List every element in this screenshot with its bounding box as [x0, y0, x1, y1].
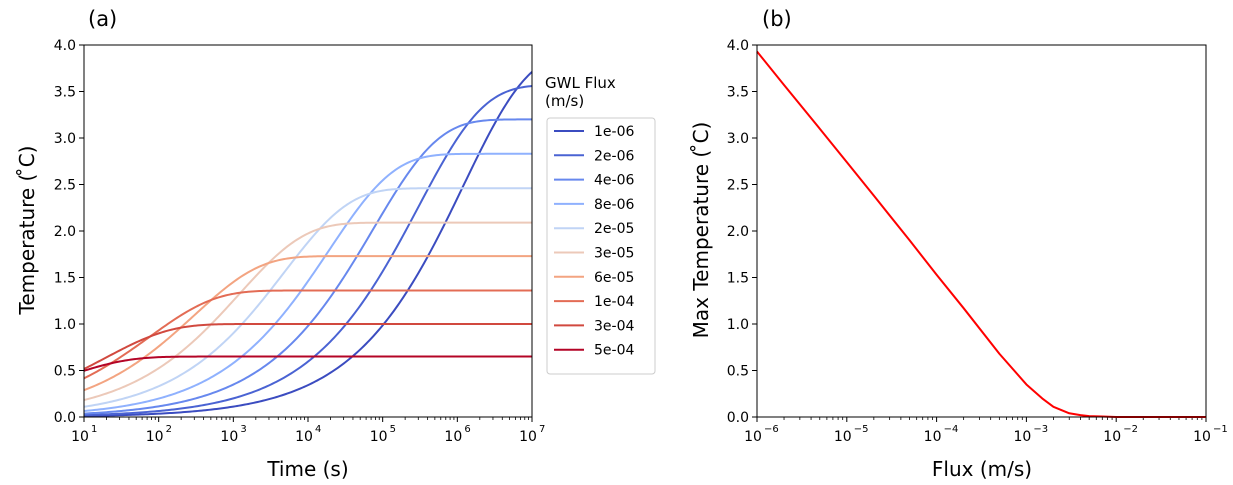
- panel-a-y-axis-label: Temperature ( ̊C): [15, 146, 39, 316]
- panel-a-x-tick-label: 10: [295, 429, 313, 445]
- panel-b-y-tick-label: 2.5: [727, 178, 749, 194]
- series-line-3e-04: [83, 323, 532, 370]
- panel-a-x-tick-exponent: 2: [166, 424, 172, 435]
- panel-a-x-tick-label: 10: [370, 429, 388, 445]
- panel-a-ticks: 0.00.51.01.52.02.53.03.54.010 1 10 2 10 3 10 4 1…: [54, 38, 546, 445]
- panel-b-y-tick-label: 0.5: [727, 364, 749, 380]
- panel-a-y-tick-label: 2.0: [54, 224, 76, 240]
- series-line-6e-05: [83, 255, 532, 392]
- panel-a-y-tick-label: 0.5: [54, 364, 76, 380]
- legend-label-2e-06: 2e-06: [594, 148, 634, 164]
- panel-b-x-tick-label: 10: [744, 429, 762, 445]
- panel-a-x-tick-exponent: 5: [390, 424, 396, 435]
- panel-b-x-tick-exponent: −1: [1213, 424, 1228, 435]
- legend-box: [546, 117, 656, 375]
- panel-a-x-tick-exponent: 4: [315, 424, 321, 435]
- panel-a-x-tick-label: 10: [444, 429, 462, 445]
- panel-a-y-tick-label: 0.0: [54, 410, 76, 426]
- panel-a-x-tick-exponent: 6: [464, 424, 470, 435]
- legend-label-3e-05: 3e-05: [594, 246, 634, 262]
- panel-b-y-tick-label: 4.0: [727, 38, 749, 54]
- legend: GWL Flux (m/s) 1e-06 2e-06 4e-06 8e-06 2e-05…: [545, 74, 656, 375]
- panel-a: (a) Time (s) Temperature ( ̊C) 0.0 0.5 1.0…: [15, 7, 656, 481]
- series-line-8e-06: [83, 152, 532, 413]
- legend-items: 1e-06 2e-06 4e-06 8e-06 2e-05 3e-05 6e-05 1e-04…: [554, 124, 634, 359]
- series-line-2e-06: [83, 85, 533, 417]
- panel-b-lines: [756, 50, 1206, 418]
- legend-label-2e-05: 2e-05: [594, 221, 634, 237]
- panel-b-x-tick-label: 10: [1103, 429, 1121, 445]
- legend-label-1e-04: 1e-04: [594, 294, 634, 310]
- panel-b-y-tick-label: 1.0: [727, 317, 749, 333]
- legend-label-8e-06: 8e-06: [594, 197, 634, 213]
- series-line-3e-05: [83, 221, 532, 402]
- panel-b-y-tick-label: 1.5: [727, 271, 749, 287]
- series-line-5e-04: [83, 355, 532, 372]
- legend-label-4e-06: 4e-06: [594, 173, 634, 189]
- panel-a-label: (a): [88, 7, 117, 31]
- panel-b-x-tick-label: 10: [834, 429, 852, 445]
- panel-b-x-tick-exponent: −3: [1033, 424, 1048, 435]
- panel-a-x-tick-exponent: 3: [240, 424, 246, 435]
- max-temperature-line: [756, 50, 1206, 418]
- legend-title-line1: GWL Flux: [545, 74, 616, 92]
- panel-a-x-tick-label: 10: [220, 429, 238, 445]
- legend-title-line2: (m/s): [545, 92, 584, 110]
- panel-b-y-tick-label: 3.5: [727, 85, 749, 101]
- panel-b-x-tick-exponent: −6: [764, 424, 779, 435]
- panel-b-y-axis-label: Max Temperature ( ̊C): [689, 122, 713, 339]
- panel-b-x-tick-label: 10: [924, 429, 942, 445]
- legend-label-3e-04: 3e-04: [594, 318, 634, 334]
- legend-label-6e-05: 6e-05: [594, 270, 634, 286]
- panel-a-x-tick-label: 10: [71, 429, 89, 445]
- panel-b-x-tick-exponent: −2: [1123, 424, 1138, 435]
- panel-b-y-tick-label: 3.0: [727, 131, 749, 147]
- panel-a-y-tick-label: 2.5: [54, 178, 76, 194]
- panel-a-x-tick-exponent: 7: [539, 424, 545, 435]
- series-line-2e-05: [83, 187, 532, 408]
- panel-a-y-tick-label: 1.5: [54, 271, 76, 287]
- panel-a-x-tick-label: 10: [146, 429, 164, 445]
- panel-b-ticks: 0.00.51.01.52.02.53.03.54.010 −6 10 −5 10 −4 1…: [727, 38, 1228, 445]
- panel-a-y-tick-label: 3.5: [54, 85, 76, 101]
- panel-a-x-axis-label: Time (s): [266, 457, 348, 481]
- panel-a-y-tick-label: 3.0: [54, 131, 76, 147]
- panel-b-x-tick-exponent: −5: [854, 424, 869, 435]
- panel-b-x-axis-label: Flux (m/s): [932, 457, 1032, 481]
- panel-a-x-tick-exponent: 1: [91, 424, 97, 435]
- panel-b: (b) Flux (m/s) Max Temperature ( ̊C) 0.0…: [689, 7, 1228, 481]
- series-line-1e-06: [83, 71, 533, 417]
- panel-a-y-tick-label: 1.0: [54, 317, 76, 333]
- series-line-1e-04: [83, 289, 532, 380]
- legend-label-1e-06: 1e-06: [594, 124, 634, 140]
- panel-a-y-tick-label: 4.0: [54, 38, 76, 54]
- panel-a-frame: [83, 44, 533, 418]
- legend-label-5e-04: 5e-04: [594, 343, 634, 359]
- panel-a-x-tick-label: 10: [519, 429, 537, 445]
- panel-b-x-tick-label: 10: [1013, 429, 1031, 445]
- panel-b-y-tick-label: 0.0: [727, 410, 749, 426]
- panel-b-x-tick-exponent: −4: [944, 424, 959, 435]
- panel-b-y-tick-label: 2.0: [727, 224, 749, 240]
- panel-a-lines: [83, 71, 533, 417]
- panel-b-x-tick-label: 10: [1193, 429, 1211, 445]
- panel-b-label: (b): [762, 7, 792, 31]
- series-line-4e-06: [83, 118, 532, 415]
- panel-b-frame: [756, 44, 1207, 418]
